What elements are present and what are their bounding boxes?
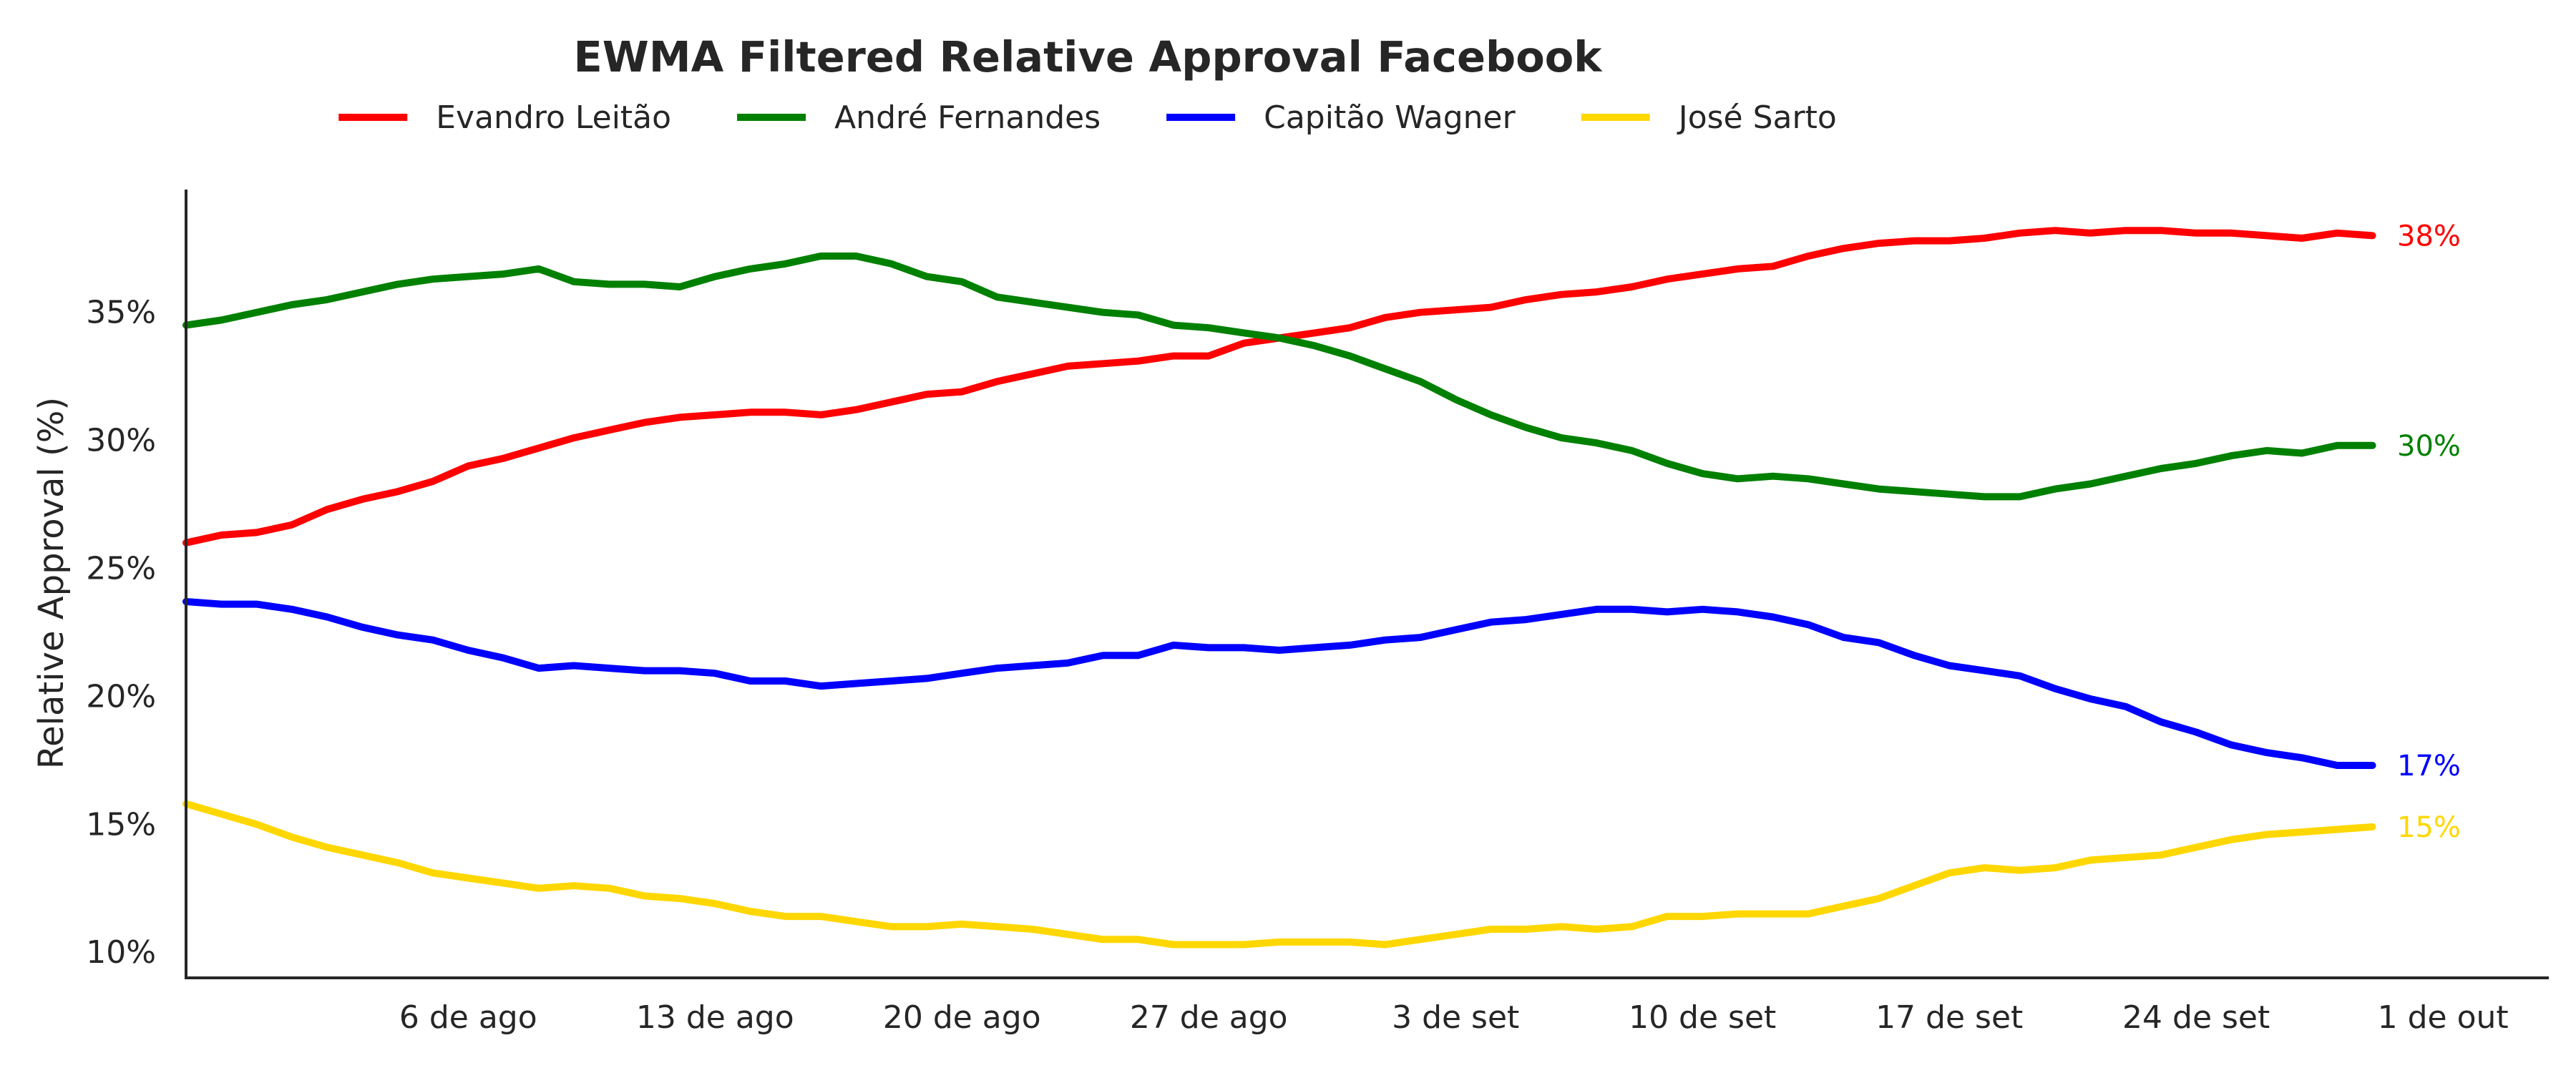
y-tick-label: 20% (86, 678, 156, 715)
y-tick-label: 10% (86, 934, 156, 971)
legend-label: André Fernandes (834, 99, 1101, 136)
chart-title: EWMA Filtered Relative Approval Facebook (573, 32, 1603, 82)
legend-item-jose-sarto: José Sarto (1581, 99, 1837, 136)
series-lines (182, 227, 2376, 949)
end-label-jose-sarto: 15% (2397, 811, 2461, 844)
x-tick-label: 24 de set (2122, 999, 2270, 1036)
series-line-andre-fernandes (182, 253, 2376, 501)
x-tick-label: 1 de out (2378, 999, 2509, 1036)
x-axis-ticks: 6 de ago 13 de ago 20 de ago 27 de ago 3 de … (399, 999, 2509, 1036)
y-tick-label: 15% (86, 806, 156, 843)
legend-item-andre-fernandes: André Fernandes (737, 99, 1101, 136)
end-label-evandro-leitao: 38% (2397, 220, 2461, 253)
y-tick-label: 35% (86, 295, 156, 331)
legend: Evandro Leitão André Fernandes Capitão Wag… (338, 99, 1837, 136)
x-tick-label: 6 de ago (399, 999, 537, 1036)
x-tick-label: 17 de set (1875, 999, 2023, 1036)
legend-item-capitao-wagner: Capitão Wagner (1166, 99, 1516, 136)
x-tick-label: 27 de ago (1130, 999, 1288, 1036)
y-axis-ticks: 10% 15% 20% 25% 30% 35% (86, 295, 156, 971)
y-axis-label: Relative Approval (%) (31, 397, 72, 769)
y-tick-label: 30% (86, 423, 156, 459)
series-line-jose-sarto (182, 800, 2376, 949)
x-tick-label: 13 de ago (636, 999, 794, 1036)
x-tick-label: 20 de ago (883, 999, 1041, 1036)
y-tick-label: 25% (86, 551, 156, 587)
x-tick-label: 3 de set (1392, 999, 1519, 1036)
legend-label: José Sarto (1677, 99, 1837, 136)
legend-label: Capitão Wagner (1264, 99, 1516, 136)
end-labels: 38% 30% 17% 15% (2397, 220, 2461, 844)
series-line-capitao-wagner (182, 598, 2376, 769)
end-label-capitao-wagner: 17% (2397, 750, 2461, 783)
end-label-andre-fernandes: 30% (2397, 430, 2461, 463)
legend-label: Evandro Leitão (436, 99, 671, 136)
legend-item-evandro-leitao: Evandro Leitão (338, 99, 671, 136)
x-tick-label: 10 de set (1629, 999, 1776, 1036)
